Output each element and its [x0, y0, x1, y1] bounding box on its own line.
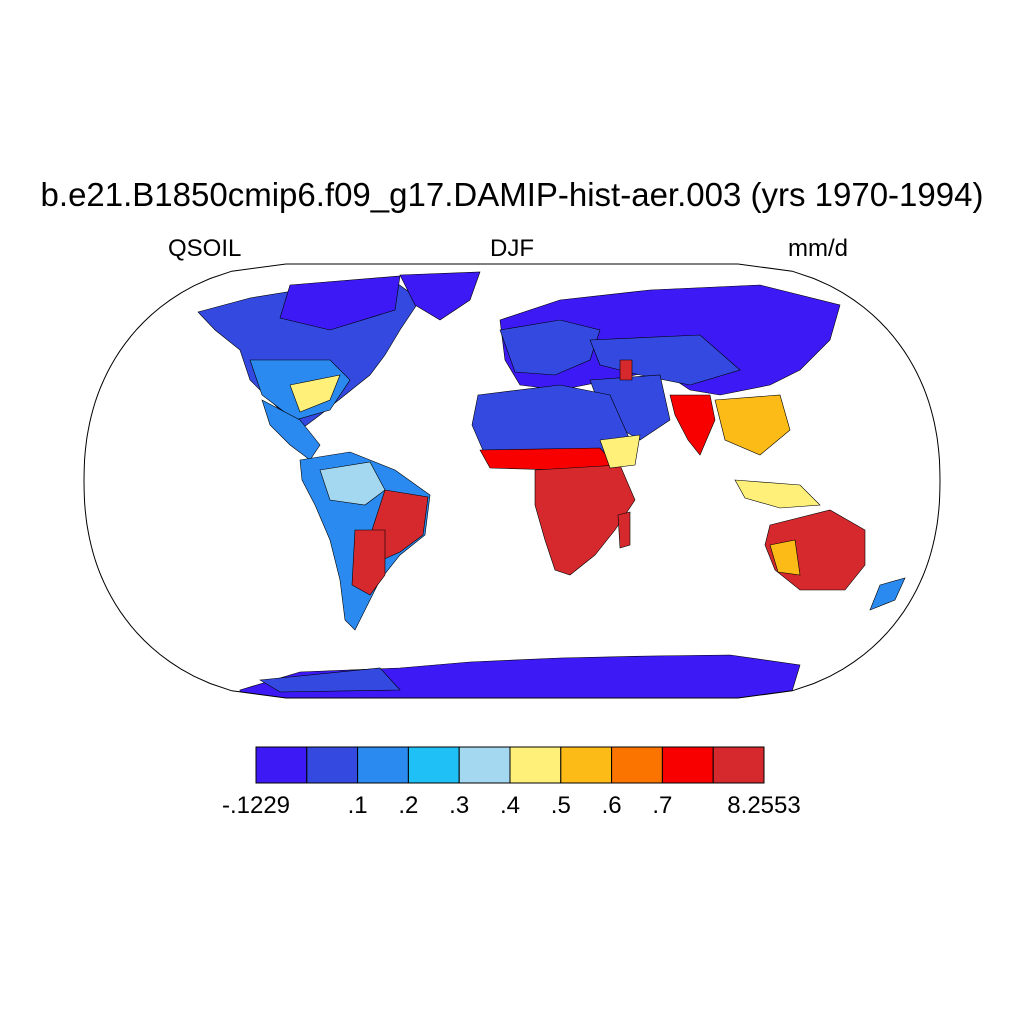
us-southeast-landmass	[289, 374, 341, 413]
colorbar-swatch	[407, 746, 460, 784]
central-asia-landmass	[589, 334, 741, 386]
colorbar	[255, 746, 765, 784]
colorbar-tick-label: 8.2553	[727, 792, 801, 819]
colorbar-tick-label: .5	[550, 792, 571, 819]
colorbar-swatch	[306, 746, 359, 784]
colorbar-tick-label: .1	[347, 792, 368, 819]
australia-edge-landmass	[769, 539, 801, 576]
colorbar-tick-label: .7	[652, 792, 673, 819]
colorbar-swatch	[712, 746, 765, 784]
amazon-landmass	[319, 461, 386, 506]
colorbar-swatch	[560, 746, 613, 784]
africa-horn-landmass	[599, 434, 641, 469]
colorbar-swatch	[458, 746, 511, 784]
land-field	[197, 271, 906, 698]
colorbar-tick-label: .6	[601, 792, 622, 819]
colorbar-swatch	[509, 746, 562, 784]
colorbar-tick-label: .4	[499, 792, 521, 819]
antarctica-coast-landmass	[259, 667, 401, 693]
india-landmass	[669, 394, 716, 456]
indonesia-landmass	[734, 479, 821, 509]
se-asia-landmass	[714, 394, 791, 456]
plot-title: b.e21.B1850cmip6.f09_g17.DAMIP-hist-aer.…	[40, 176, 984, 213]
canada-north-landmass	[279, 275, 401, 331]
greenland-landmass	[399, 271, 481, 321]
colorbar-tick-label: -.1229	[221, 792, 291, 819]
caspian-red-landmass	[619, 359, 633, 381]
season-label: DJF	[490, 235, 534, 262]
new-zealand-landmass	[869, 577, 906, 611]
units-label: mm/d	[788, 235, 848, 262]
madagascar-landmass	[617, 511, 631, 549]
europe-landmass	[499, 319, 601, 376]
africa-south-landmass	[534, 464, 636, 576]
colorbar-swatch	[255, 746, 308, 784]
colorbar-tick-label: .2	[398, 792, 419, 819]
colorbar-swatch	[611, 746, 663, 784]
map-boundary	[83, 263, 941, 699]
variable-label: QSOIL	[168, 235, 242, 262]
colorbar-swatch	[357, 746, 409, 784]
colorbar-swatch	[661, 746, 714, 784]
south-america-south-landmass	[351, 529, 386, 596]
colorbar-tick-label: .3	[449, 792, 470, 819]
